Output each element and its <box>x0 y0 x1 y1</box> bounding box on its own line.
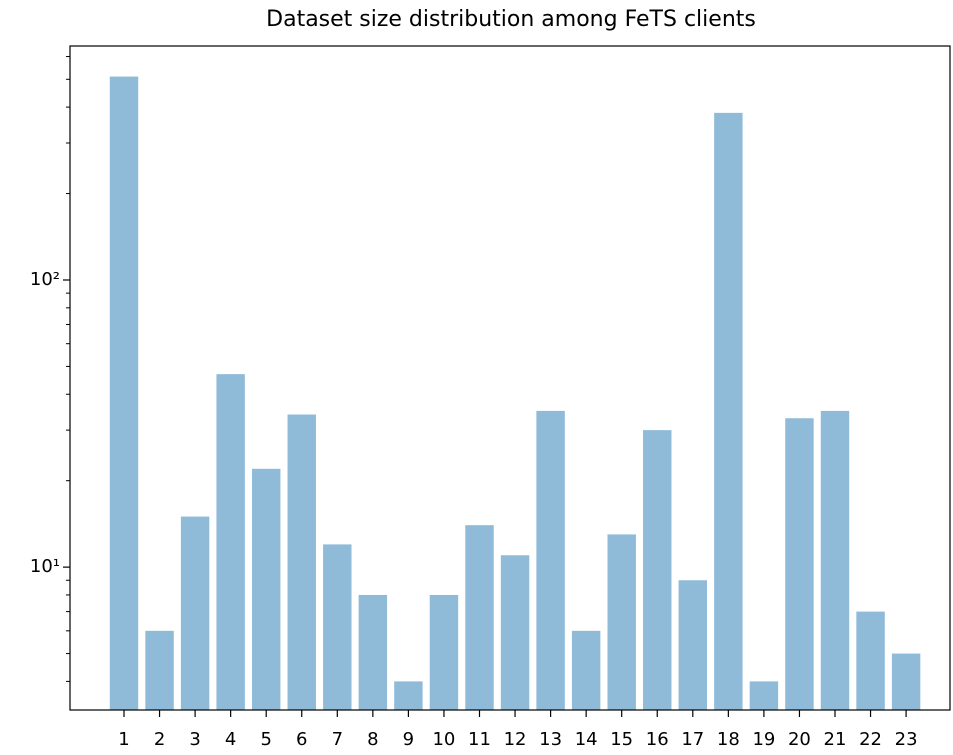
x-tick-label: 9 <box>403 729 414 750</box>
x-tick-label: 6 <box>296 729 307 750</box>
bar <box>856 611 885 710</box>
bar <box>820 410 850 710</box>
bar <box>749 681 779 710</box>
x-tick-label: 16 <box>646 729 669 750</box>
x-tick-label: 11 <box>468 729 491 750</box>
x-tick-label: 3 <box>189 729 200 750</box>
bar <box>216 374 245 710</box>
x-tick-label: 13 <box>539 729 562 750</box>
x-tick-label: 5 <box>260 729 271 750</box>
x-tick-label: 19 <box>752 729 775 750</box>
x-tick-label: 10 <box>432 729 455 750</box>
x-tick-label: 4 <box>225 729 236 750</box>
bar <box>785 418 814 710</box>
x-tick-label: 15 <box>610 729 633 750</box>
bar <box>394 681 423 710</box>
bar <box>714 112 743 711</box>
y-tick-label: 10¹ <box>30 556 60 577</box>
plot-frame <box>69 45 951 711</box>
x-tick-label: 8 <box>367 729 378 750</box>
x-tick-label: 1 <box>118 729 129 750</box>
bar <box>607 534 636 710</box>
bar <box>180 516 210 710</box>
bar <box>287 414 316 710</box>
x-tick-label: 22 <box>859 729 882 750</box>
chart-title: Dataset size distribution among FeTS cli… <box>266 7 756 32</box>
bar <box>358 594 388 710</box>
bar <box>429 594 459 710</box>
x-tick-label: 23 <box>895 729 918 750</box>
x-tick-label: 12 <box>504 729 527 750</box>
x-tick-label: 14 <box>575 729 598 750</box>
bar <box>465 525 494 710</box>
x-tick-label: 7 <box>332 729 343 750</box>
x-tick-label: 2 <box>154 729 165 750</box>
bar <box>678 580 708 710</box>
y-tick-label: 10² <box>30 269 60 290</box>
bar <box>500 555 530 710</box>
x-tick-label: 21 <box>824 729 847 750</box>
x-tick-label: 18 <box>717 729 740 750</box>
bar <box>891 653 921 710</box>
bar <box>251 468 281 710</box>
x-tick-label: 20 <box>788 729 811 750</box>
bar <box>571 630 601 710</box>
bar <box>109 76 139 710</box>
bar <box>323 544 352 710</box>
bar <box>643 430 672 710</box>
bar <box>536 410 565 710</box>
x-tick-label: 17 <box>681 729 704 750</box>
bar <box>145 630 174 710</box>
